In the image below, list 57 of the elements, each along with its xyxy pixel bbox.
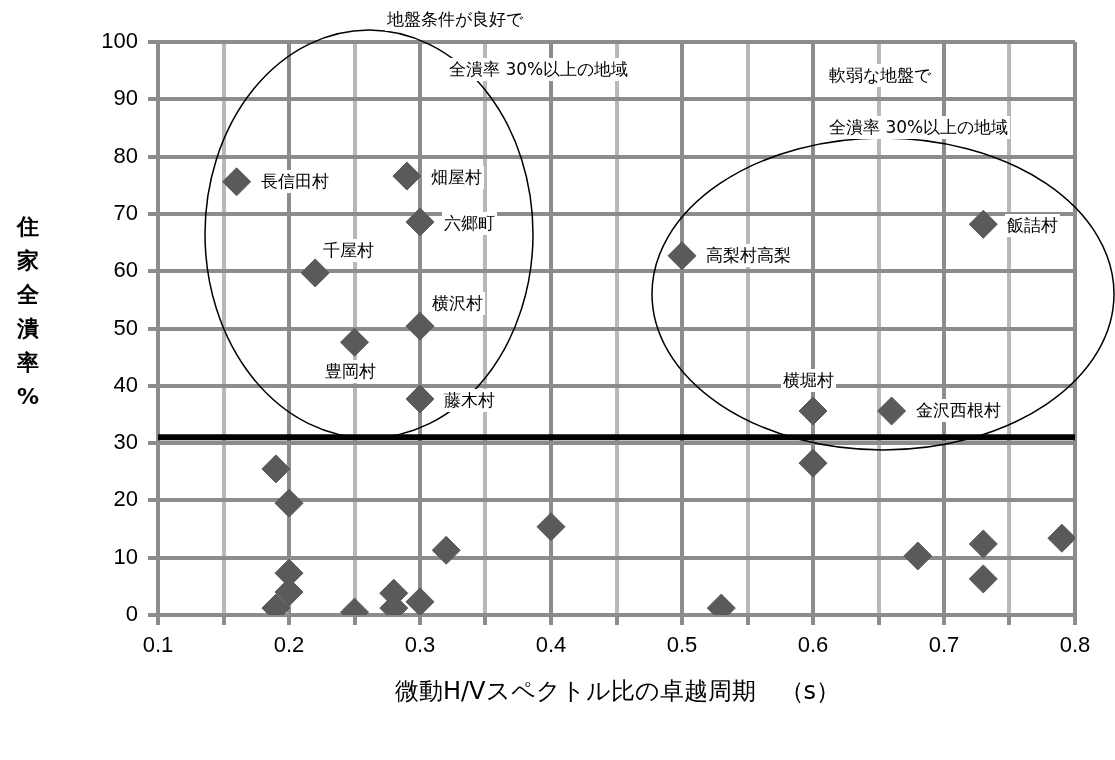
- x-tick-label: 0.6: [797, 632, 829, 658]
- y-tick-label: 0: [125, 601, 138, 627]
- point: [222, 167, 252, 197]
- point: [392, 161, 422, 191]
- point: [798, 396, 828, 426]
- point: [405, 384, 435, 414]
- annotation: 全潰率 30%以上の地域: [447, 58, 631, 81]
- point: [405, 311, 435, 341]
- annotation: 飯詰村: [1005, 214, 1061, 238]
- y-tick-label: 50: [113, 314, 138, 340]
- annotation: 軟弱な地盤で: [827, 64, 933, 87]
- x-tick-label: 0.7: [928, 632, 960, 658]
- y-tick-label: 40: [113, 371, 138, 397]
- point: [340, 327, 369, 357]
- x-tick-label: 0.2: [273, 632, 305, 658]
- x-tick-label: 0.8: [1059, 632, 1091, 658]
- point: [903, 541, 933, 571]
- annotation: 高梨村高梨: [704, 243, 793, 267]
- point: [274, 488, 304, 518]
- y-tick-label: 30: [113, 429, 138, 455]
- y-tick-label: 100: [101, 28, 138, 54]
- x-tick-label: 0.3: [404, 632, 436, 658]
- point: [536, 512, 566, 542]
- y-axis-title: 住家全潰率%: [15, 213, 40, 411]
- point: [667, 241, 697, 271]
- annotation: 藤木村: [442, 388, 497, 412]
- annotation: 横堀村: [781, 369, 836, 392]
- y-tick-label: 10: [113, 543, 138, 569]
- annotation: 豊岡村: [322, 360, 378, 384]
- annotation: 千屋村: [321, 238, 377, 262]
- annotation: 畑屋村: [428, 166, 484, 190]
- point: [968, 209, 998, 239]
- point: [968, 564, 998, 594]
- annotation: 金沢西根村: [913, 399, 1003, 422]
- point: [798, 448, 828, 478]
- point: [877, 396, 907, 426]
- point: [1047, 523, 1075, 553]
- y-tick-label: 70: [113, 199, 138, 225]
- point: [300, 258, 330, 288]
- x-tick-label: 0.4: [535, 632, 567, 658]
- annotation: 長信田村: [258, 169, 331, 193]
- x-tick-label: 0.5: [666, 632, 698, 658]
- point: [968, 529, 998, 559]
- annotation: 六郷町: [442, 211, 497, 235]
- annotation: 全潰率 30%以上の地域: [827, 116, 1011, 139]
- y-tick-label: 80: [113, 142, 138, 168]
- text: 地盤条件が良好で: [385, 8, 525, 31]
- annotation: 横沢村: [430, 292, 485, 316]
- point: [405, 207, 435, 237]
- x-tick-label: 0.1: [142, 632, 174, 658]
- y-tick-label: 90: [113, 85, 138, 111]
- y-tick-label: 60: [113, 257, 138, 283]
- point: [431, 535, 461, 565]
- point: [261, 454, 291, 484]
- point: [405, 587, 435, 615]
- y-tick-label: 20: [113, 486, 138, 512]
- x-axis-title: 微動H/Vスペクトル比の卓越周期 （s）: [393, 676, 842, 707]
